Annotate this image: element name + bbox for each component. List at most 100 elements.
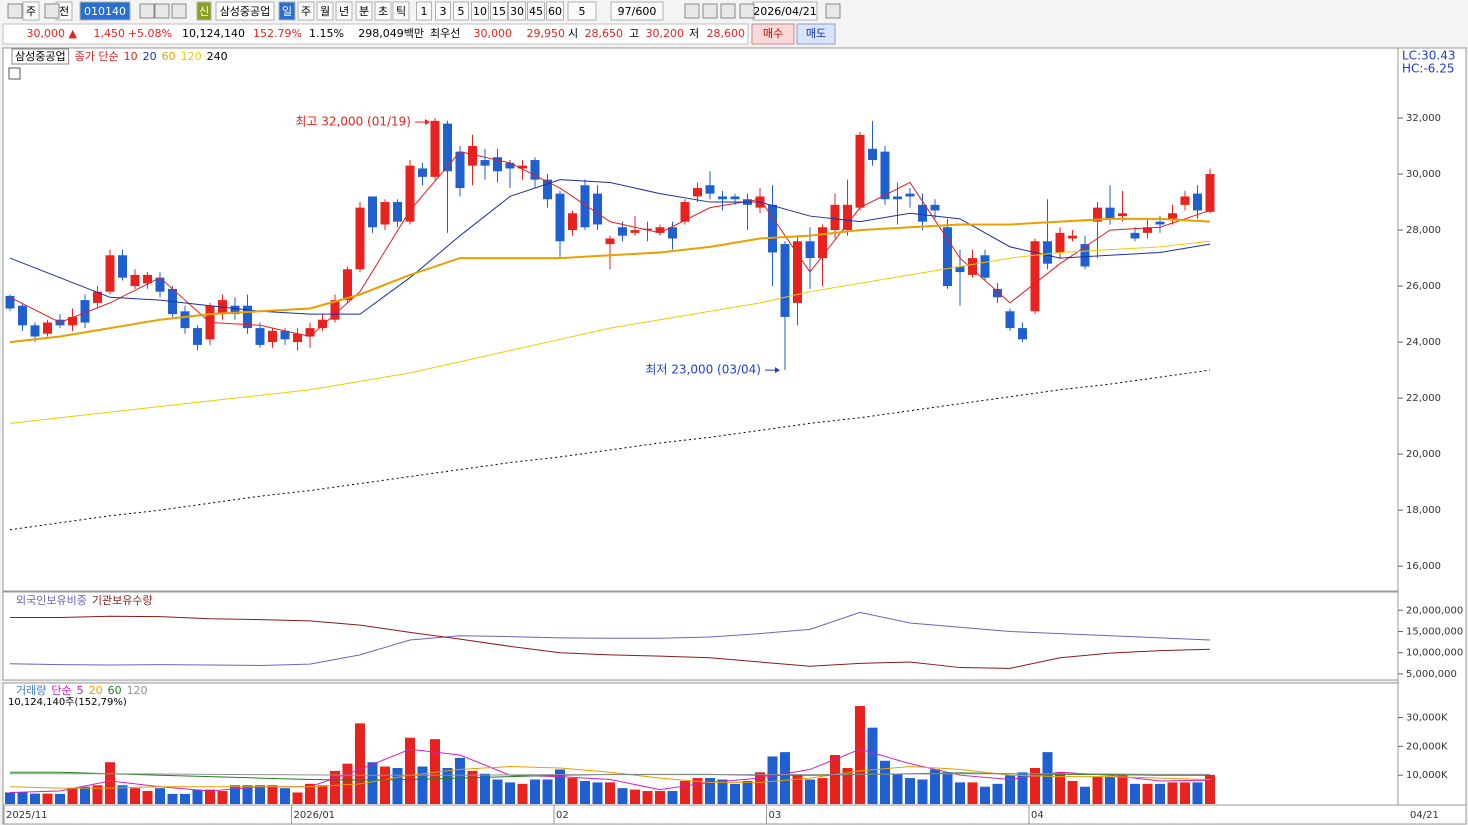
toolbar-button[interactable] bbox=[374, 1, 392, 21]
candle-body bbox=[480, 160, 490, 166]
toolbar-label: 5 bbox=[579, 5, 586, 18]
volume-bar bbox=[417, 766, 428, 804]
toolbar-button[interactable] bbox=[196, 1, 212, 21]
volume-bar bbox=[617, 788, 628, 804]
toolbar-button[interactable] bbox=[490, 1, 508, 21]
toolbar-button[interactable] bbox=[453, 1, 469, 21]
legend-item: 240 bbox=[207, 50, 228, 63]
candle-body bbox=[980, 255, 990, 278]
toolbar-icon[interactable] bbox=[720, 3, 736, 19]
toolbar-button[interactable] bbox=[392, 1, 410, 21]
volume-bar bbox=[30, 793, 40, 804]
toolbar-label: 97/600 bbox=[618, 5, 657, 18]
volume-bar bbox=[792, 775, 803, 804]
toolbar-icon[interactable] bbox=[825, 3, 841, 19]
toolbar-button[interactable] bbox=[22, 1, 40, 21]
ownership-panel bbox=[2, 591, 1399, 681]
toolbar-label: 일 bbox=[282, 4, 292, 18]
toolbar-button[interactable] bbox=[471, 1, 489, 21]
toolbar-button[interactable] bbox=[508, 1, 526, 21]
toolbar-icon[interactable] bbox=[154, 3, 170, 19]
candle-body bbox=[868, 148, 877, 161]
quote-value: 최우선 bbox=[430, 27, 460, 40]
toolbar-button[interactable] bbox=[546, 1, 564, 21]
toolbar-label: 전 bbox=[59, 5, 69, 18]
volume-bar bbox=[842, 767, 853, 804]
toolbar-label: 010140 bbox=[84, 5, 126, 18]
toolbar-button[interactable] bbox=[527, 1, 545, 21]
candle-body bbox=[1005, 311, 1015, 329]
volume-bar bbox=[192, 789, 203, 804]
toolbar-button[interactable] bbox=[278, 1, 296, 21]
volume-bar bbox=[242, 785, 253, 804]
candle-body bbox=[18, 305, 27, 326]
candle-body bbox=[618, 227, 627, 236]
volume-bar bbox=[467, 770, 478, 804]
toolbar-button[interactable] bbox=[416, 1, 432, 21]
toolbar-icon[interactable] bbox=[171, 3, 187, 19]
toolbar-icon[interactable] bbox=[739, 3, 755, 19]
candle-body bbox=[430, 120, 440, 177]
toolbar-icon[interactable] bbox=[684, 3, 700, 19]
candle-body bbox=[293, 333, 302, 343]
legend-item: 10 bbox=[124, 50, 138, 63]
toolbar-label: 년 bbox=[339, 5, 349, 18]
volume-bar bbox=[655, 791, 665, 804]
volume-bar bbox=[742, 780, 753, 804]
sell-button[interactable] bbox=[796, 23, 836, 45]
volume-bar bbox=[605, 782, 615, 804]
candle-body bbox=[843, 204, 852, 231]
toolbar-button[interactable] bbox=[215, 1, 275, 21]
volume-bar bbox=[305, 783, 315, 804]
volume-bar bbox=[517, 783, 528, 804]
volume-bar bbox=[817, 778, 828, 804]
volume-bar bbox=[430, 739, 440, 804]
toolbar-button[interactable] bbox=[79, 1, 131, 21]
candle-body bbox=[1180, 196, 1190, 205]
candle-body bbox=[418, 168, 427, 177]
legend-item: 20 bbox=[89, 684, 103, 697]
toolbar-button[interactable] bbox=[610, 1, 664, 21]
candle-body bbox=[5, 295, 15, 309]
toolbar-label: 틱 bbox=[396, 5, 406, 18]
candle-body bbox=[230, 305, 240, 315]
volume-bar bbox=[592, 782, 603, 804]
volume-bar bbox=[1205, 774, 1215, 804]
toolbar-button[interactable] bbox=[567, 1, 597, 21]
toolbar-button[interactable] bbox=[297, 1, 315, 21]
candle-body bbox=[830, 204, 840, 231]
toolbar-icon[interactable] bbox=[7, 3, 23, 19]
volume-bar bbox=[1005, 775, 1015, 804]
annotation: 최저 23,000 (03/04) bbox=[645, 363, 761, 377]
volume-bar bbox=[42, 793, 53, 804]
candle-body bbox=[30, 325, 40, 337]
candle-body bbox=[105, 255, 115, 292]
quote-value: 10,124,140 bbox=[182, 27, 245, 40]
volume-bar bbox=[1055, 772, 1065, 804]
toolbar-icon[interactable] bbox=[44, 3, 60, 19]
volume-bar bbox=[5, 792, 15, 804]
toolbar-icon[interactable] bbox=[139, 3, 155, 19]
volume-bar bbox=[167, 793, 178, 804]
toolbar-label: 2026/04/21 bbox=[753, 5, 816, 18]
candle-body bbox=[943, 227, 952, 287]
toolbar-icon[interactable] bbox=[702, 3, 718, 19]
toolbar-button[interactable] bbox=[335, 1, 353, 21]
candle-body bbox=[1193, 193, 1202, 211]
annotation: 최고 32,000 (01/19) bbox=[295, 115, 411, 129]
volume-bar bbox=[767, 756, 778, 804]
toolbar-label: 10 bbox=[473, 5, 487, 18]
toolbar-button[interactable] bbox=[316, 1, 334, 21]
candle-body bbox=[118, 255, 127, 278]
candle-body bbox=[1093, 207, 1102, 222]
title-box bbox=[11, 48, 70, 65]
panel-icon bbox=[8, 67, 21, 80]
toolbar-button[interactable] bbox=[355, 1, 373, 21]
volume-bar bbox=[405, 737, 415, 804]
candle-body bbox=[930, 204, 940, 211]
buy-button[interactable] bbox=[751, 23, 795, 45]
button-label: 매수 bbox=[763, 27, 783, 40]
candle-body bbox=[180, 311, 190, 329]
toolbar-button[interactable] bbox=[435, 1, 451, 21]
